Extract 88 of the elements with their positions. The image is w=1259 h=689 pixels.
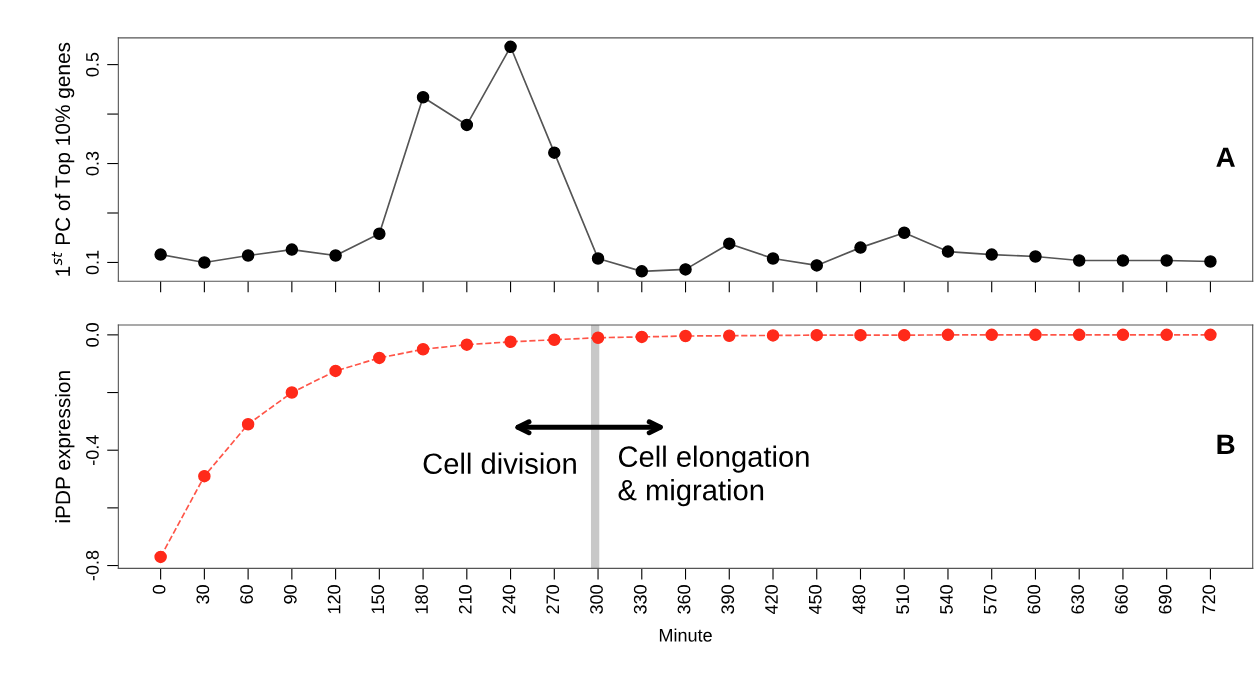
point — [1204, 328, 1217, 342]
point — [635, 330, 649, 344]
x-tick-label: 360 — [677, 585, 691, 614]
point — [416, 343, 430, 356]
x-tick-label: 540 — [940, 585, 953, 614]
point — [985, 248, 998, 261]
point — [373, 227, 386, 241]
point — [460, 338, 474, 351]
point — [679, 263, 692, 276]
y-tick-label: 0.1 — [86, 250, 99, 275]
x-tick-label: 510 — [896, 585, 910, 614]
x-tick-label: 180 — [415, 585, 428, 614]
point — [766, 329, 780, 342]
x-tick-label: 240 — [502, 585, 516, 614]
point — [985, 328, 998, 342]
x-tick-label: 420 — [765, 585, 778, 615]
point — [1072, 254, 1086, 267]
point — [810, 259, 824, 272]
point — [198, 256, 211, 269]
point — [591, 331, 605, 345]
point — [897, 226, 911, 240]
point — [723, 237, 736, 250]
point — [591, 252, 605, 265]
x-tick-label: 450 — [808, 585, 822, 615]
x-tick-label: 90 — [283, 585, 297, 604]
point — [854, 328, 867, 342]
x-tick-label: 300 — [590, 585, 603, 614]
point — [504, 40, 517, 54]
point — [504, 335, 517, 349]
annotation: A — [1216, 147, 1235, 167]
x-tick-label: 150 — [371, 585, 385, 614]
point — [548, 333, 561, 347]
point — [285, 243, 299, 256]
point — [1072, 328, 1086, 342]
point — [241, 249, 255, 262]
point — [285, 386, 299, 399]
annotation: Cell division — [423, 452, 576, 475]
point — [416, 91, 430, 104]
point — [679, 329, 692, 343]
point — [1116, 328, 1130, 342]
x-tick-label: 390 — [721, 585, 735, 614]
point — [1116, 254, 1130, 267]
y-tick-label: -0.8 — [86, 550, 99, 581]
x-tick-label: 720 — [1202, 585, 1216, 614]
x-tick-label: 60 — [240, 585, 253, 604]
point — [1160, 328, 1173, 342]
annotation: B — [1217, 434, 1235, 454]
point — [548, 146, 561, 159]
point — [810, 328, 824, 342]
y-tick-label: 0.0 — [86, 323, 99, 347]
x-tick-label: 570 — [983, 585, 997, 614]
point — [941, 245, 955, 258]
y-axis-title: 1$^{st}$ PC of Top 10% genes — [51, 42, 75, 276]
point — [154, 248, 167, 261]
point — [1029, 328, 1042, 342]
point — [460, 118, 474, 132]
point — [1204, 255, 1217, 268]
point — [854, 241, 867, 254]
point — [198, 469, 211, 483]
x-tick-label: 480 — [852, 585, 866, 615]
x-tick-label: 660 — [1115, 585, 1128, 614]
point — [941, 328, 955, 342]
point — [1029, 250, 1042, 263]
point — [897, 328, 911, 342]
y-tick-label: -0.4 — [86, 435, 99, 465]
point — [635, 265, 649, 278]
x-tick-label: 120 — [327, 585, 341, 614]
point — [723, 329, 736, 342]
point — [373, 351, 386, 365]
point — [329, 249, 342, 262]
annotation: Cell elongation & migration — [618, 445, 809, 507]
x-tick-label: 330 — [633, 585, 647, 614]
x-tick-label: 690 — [1158, 585, 1172, 614]
x-tick-label: 210 — [458, 585, 472, 614]
point — [1160, 254, 1173, 267]
point — [154, 550, 167, 564]
y-tick-label: 0.5 — [86, 52, 99, 77]
point — [241, 418, 255, 431]
x-tick-label: 30 — [196, 585, 210, 604]
y-tick-label: 0.3 — [86, 151, 99, 176]
x-axis-title: Minute — [659, 628, 712, 642]
x-tick-label: 0 — [152, 585, 166, 594]
x-tick-label: 270 — [546, 585, 560, 614]
x-tick-label: 630 — [1071, 585, 1085, 614]
point — [766, 252, 780, 265]
x-tick-label: 600 — [1027, 585, 1041, 614]
y-axis-title: iPDP expression — [55, 371, 75, 523]
point — [329, 364, 342, 378]
